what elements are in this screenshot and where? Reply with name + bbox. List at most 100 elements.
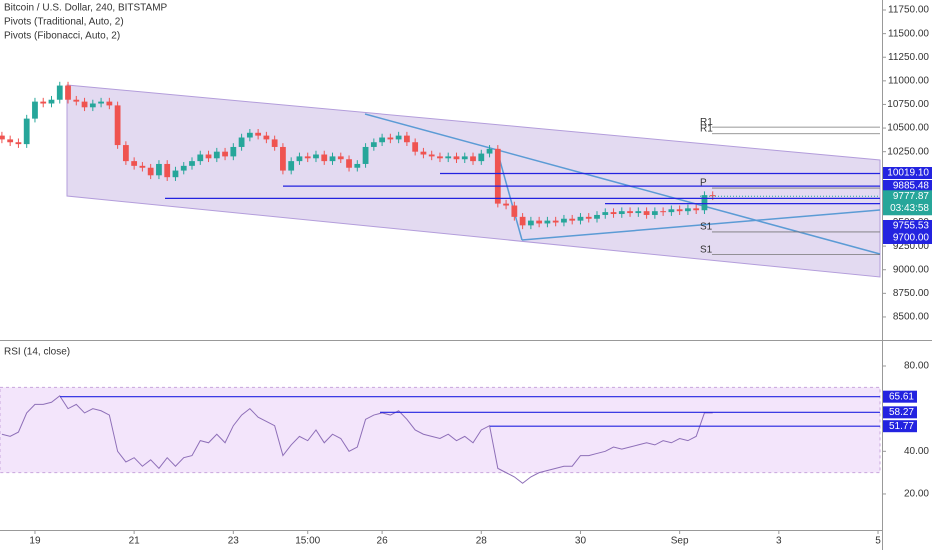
candle-body [147, 167, 154, 176]
candle-body [48, 99, 55, 104]
price-label-box [883, 180, 932, 192]
candle-body [65, 85, 71, 100]
x-tick-label: Sep [671, 536, 689, 547]
x-tick-label: 28 [476, 536, 488, 547]
candle-body [32, 101, 38, 119]
candle-body [494, 148, 501, 204]
price-label: 9755.53 [883, 220, 932, 232]
candle-body [527, 220, 534, 226]
candle-body [544, 220, 551, 224]
candle-body [98, 101, 104, 104]
candle-body [131, 161, 138, 166]
candle-body [379, 137, 385, 143]
y-tick-label: 11250.00 [888, 52, 929, 63]
candle-body [660, 211, 667, 213]
candle-body [122, 145, 129, 162]
candle-body [263, 135, 270, 140]
candle-body [321, 154, 328, 162]
rsi-label-box [883, 390, 917, 403]
pivot-label: S1 [700, 222, 713, 233]
candle-body [552, 220, 559, 223]
candle-body [461, 156, 468, 160]
candle-body [313, 154, 319, 159]
y-tick-label: 80.00 [904, 361, 929, 372]
candle-body [89, 103, 96, 108]
candle-body [164, 163, 171, 178]
candle-body [437, 156, 443, 159]
candle-body [346, 159, 352, 168]
x-tick-label: 3 [776, 536, 782, 547]
pivot-label: S1 [700, 244, 713, 255]
candle-body [246, 132, 253, 138]
candle-body [503, 203, 509, 206]
trend-line [364, 113, 881, 255]
price-label-box [883, 167, 932, 179]
y-tick-label: 10750.00 [887, 99, 929, 110]
price-label-text: 9885.48 [893, 181, 930, 192]
rsi-label-text: 58.27 [889, 407, 914, 418]
candle-body [577, 216, 584, 221]
candle-body [519, 216, 526, 226]
y-tick-label: 10250.00 [887, 146, 929, 157]
candle-body [428, 154, 435, 157]
candle-body [288, 161, 295, 171]
rsi-line [1, 395, 713, 484]
x-tick-label: 19 [29, 536, 41, 547]
y-tick-label: 11500.00 [888, 28, 929, 39]
candle-body [635, 211, 642, 214]
candle-body [420, 151, 427, 155]
candle-body [362, 146, 369, 164]
rsi-label: 51.77 [883, 420, 917, 433]
channel [66, 84, 881, 278]
candle-body [271, 139, 278, 147]
candle-body [676, 209, 683, 212]
candle-body [172, 170, 179, 178]
candle-body [709, 195, 716, 197]
rsi-label: 65.61 [883, 390, 917, 403]
x-tick-label: 23 [228, 536, 240, 547]
candle-body [627, 211, 633, 214]
price-label-text: 9755.53 [893, 221, 930, 232]
candle-body [585, 216, 592, 219]
candle-body [412, 142, 419, 152]
candle-body [304, 156, 311, 159]
trend-line [521, 209, 881, 241]
candle-body [0, 135, 5, 140]
price-label-box [883, 232, 932, 244]
candle-body [15, 142, 22, 145]
candle-body [106, 101, 113, 106]
y-tick-label: 9000.00 [893, 264, 930, 275]
candle-body [387, 137, 394, 140]
candle-body [354, 163, 361, 168]
x-tick-label: 26 [377, 536, 389, 547]
candle-body [40, 101, 47, 104]
candle-body [205, 154, 212, 159]
candle-body [569, 218, 576, 221]
y-tick-label: 11750.00 [888, 5, 929, 16]
candle-body [238, 137, 245, 147]
candle-body [255, 132, 262, 136]
candle-body [180, 165, 187, 171]
rsi-label-box [883, 406, 917, 419]
candle-body [643, 211, 650, 215]
price-label: 9885.48 [883, 180, 932, 192]
candle-body [222, 151, 228, 157]
candle-body [693, 208, 700, 211]
candle-body [701, 195, 708, 211]
candle-body [445, 156, 452, 159]
indicator-label: Pivots (Fibonacci, Auto, 2) [4, 31, 120, 42]
candle-body [189, 161, 195, 166]
candle-body [651, 211, 658, 215]
candle-body [594, 214, 600, 219]
x-tick-label: 21 [129, 536, 141, 547]
candle-body [478, 153, 485, 162]
candle-body [139, 165, 146, 168]
candle-body [453, 156, 460, 160]
price-label-box [883, 220, 932, 232]
rsi-label-text: 65.61 [889, 391, 914, 402]
price-label-text: 9700.00 [893, 233, 930, 244]
y-tick-label: 8750.00 [893, 288, 930, 299]
price-label-text: 10019.10 [887, 168, 929, 179]
pivot-label: R1 [700, 117, 713, 128]
